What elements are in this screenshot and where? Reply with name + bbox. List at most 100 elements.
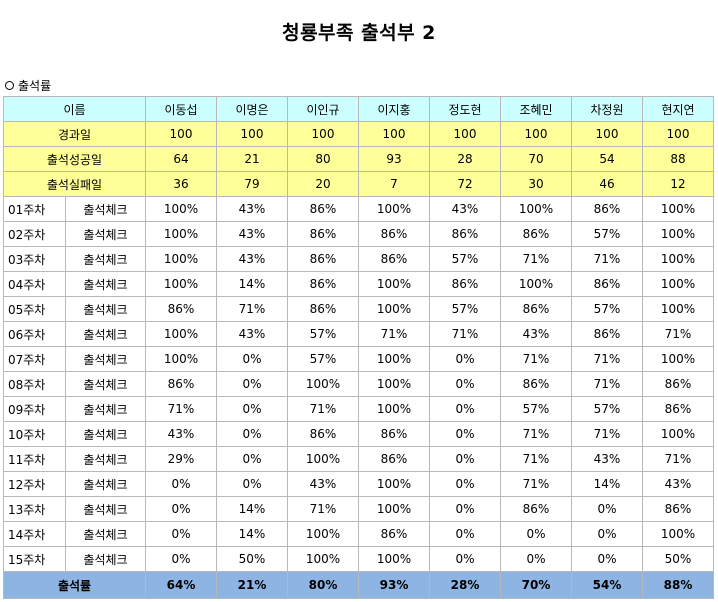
member-header: 차정원: [571, 96, 643, 122]
attendance-rate-cell: 86%: [571, 321, 643, 347]
member-header: 이인규: [287, 96, 359, 122]
member-header: 이동섭: [145, 96, 217, 122]
summary-value: 100: [145, 121, 217, 147]
summary-label: 경과일: [3, 121, 146, 147]
total-rate-cell: 80%: [287, 571, 359, 599]
attendance-rate-cell: 100%: [642, 246, 714, 272]
attendance-rate-cell: 86%: [287, 221, 359, 247]
member-header: 조혜민: [500, 96, 572, 122]
summary-value: 28: [429, 146, 501, 172]
attendance-rate-cell: 86%: [358, 421, 430, 447]
week-row: 09주차 출석체크 71% 0% 71% 100% 0% 57% 57% 86%: [3, 396, 714, 422]
attendance-rate-cell: 100%: [358, 471, 430, 497]
attendance-rate-cell: 100%: [145, 321, 217, 347]
check-label: 출석체크: [65, 271, 146, 297]
attendance-rate-cell: 100%: [642, 271, 714, 297]
week-label: 08주차: [3, 371, 66, 397]
check-label: 출석체크: [65, 321, 146, 347]
attendance-rate-cell: 86%: [429, 271, 501, 297]
attendance-rate-cell: 86%: [500, 296, 572, 322]
attendance-rate-cell: 57%: [500, 396, 572, 422]
attendance-rate-cell: 71%: [500, 446, 572, 472]
week-label: 14주차: [3, 521, 66, 547]
attendance-rate-cell: 71%: [500, 421, 572, 447]
attendance-rate-cell: 100%: [642, 521, 714, 547]
week-label: 12주차: [3, 471, 66, 497]
attendance-rate-cell: 71%: [571, 246, 643, 272]
summary-value: 64: [145, 146, 217, 172]
attendance-rate-cell: 57%: [571, 296, 643, 322]
summary-value: 79: [216, 171, 288, 197]
check-label: 출석체크: [65, 371, 146, 397]
week-label: 02주차: [3, 221, 66, 247]
attendance-rate-cell: 43%: [571, 446, 643, 472]
attendance-rate-cell: 86%: [642, 496, 714, 522]
attendance-rate-cell: 100%: [358, 196, 430, 222]
summary-row: 출석성공일 64 21 80 93 28 70 54 88: [3, 146, 714, 172]
attendance-rate-cell: 50%: [642, 546, 714, 572]
attendance-rate-cell: 0%: [429, 446, 501, 472]
attendance-rate-cell: 0%: [216, 371, 288, 397]
attendance-rate-cell: 0%: [500, 521, 572, 547]
attendance-rate-cell: 43%: [500, 321, 572, 347]
week-label: 01주차: [3, 196, 66, 222]
attendance-rate-cell: 86%: [287, 296, 359, 322]
summary-value: 36: [145, 171, 217, 197]
attendance-rate-cell: 100%: [145, 271, 217, 297]
check-label: 출석체크: [65, 296, 146, 322]
attendance-rate-cell: 86%: [358, 221, 430, 247]
week-row: 10주차 출석체크 43% 0% 86% 86% 0% 71% 71% 100%: [3, 421, 714, 447]
week-row: 14주차 출석체크 0% 14% 100% 86% 0% 0% 0% 100%: [3, 521, 714, 547]
summary-value: 100: [571, 121, 643, 147]
attendance-rate-cell: 71%: [571, 421, 643, 447]
attendance-rate-cell: 71%: [571, 346, 643, 372]
attendance-rate-cell: 43%: [145, 421, 217, 447]
summary-value: 30: [500, 171, 572, 197]
summary-value: 88: [642, 146, 714, 172]
check-label: 출석체크: [65, 471, 146, 497]
attendance-rate-cell: 100%: [642, 221, 714, 247]
attendance-rate-cell: 0%: [571, 521, 643, 547]
attendance-rate-cell: 29%: [145, 446, 217, 472]
attendance-rate-cell: 71%: [642, 321, 714, 347]
attendance-rate-cell: 71%: [429, 321, 501, 347]
attendance-rate-cell: 86%: [571, 196, 643, 222]
attendance-rate-cell: 0%: [429, 346, 501, 372]
attendance-rate-cell: 0%: [429, 396, 501, 422]
summary-value: 72: [429, 171, 501, 197]
attendance-rate-cell: 86%: [642, 371, 714, 397]
week-label: 10주차: [3, 421, 66, 447]
attendance-rate-cell: 100%: [287, 371, 359, 397]
total-rate-cell: 70%: [500, 571, 572, 599]
check-label: 출석체크: [65, 496, 146, 522]
total-rate-cell: 54%: [571, 571, 643, 599]
attendance-rate-cell: 86%: [358, 446, 430, 472]
summary-value: 100: [216, 121, 288, 147]
attendance-rate-cell: 43%: [216, 321, 288, 347]
total-rate-cell: 64%: [145, 571, 217, 599]
attendance-rate-cell: 0%: [216, 471, 288, 497]
attendance-rate-cell: 0%: [145, 496, 217, 522]
check-label: 출석체크: [65, 521, 146, 547]
attendance-rate-cell: 14%: [216, 271, 288, 297]
attendance-rate-cell: 14%: [216, 496, 288, 522]
week-label: 04주차: [3, 271, 66, 297]
attendance-rate-cell: 71%: [287, 396, 359, 422]
week-row: 13주차 출석체크 0% 14% 71% 100% 0% 86% 0% 86%: [3, 496, 714, 522]
summary-value: 100: [429, 121, 501, 147]
week-row: 11주차 출석체크 29% 0% 100% 86% 0% 71% 43% 71%: [3, 446, 714, 472]
check-label: 출석체크: [65, 446, 146, 472]
attendance-rate-cell: 0%: [145, 521, 217, 547]
section-heading: 출석률: [5, 77, 51, 94]
attendance-rate-cell: 86%: [500, 371, 572, 397]
summary-row: 출석실패일 36 79 20 7 72 30 46 12: [3, 171, 714, 197]
attendance-rate-cell: 0%: [429, 371, 501, 397]
attendance-rate-cell: 43%: [287, 471, 359, 497]
attendance-rate-cell: 100%: [500, 196, 572, 222]
check-label: 출석체크: [65, 196, 146, 222]
attendance-rate-cell: 14%: [216, 521, 288, 547]
summary-value: 100: [287, 121, 359, 147]
total-label: 출석률: [3, 571, 146, 599]
summary-value: 21: [216, 146, 288, 172]
summary-value: 7: [358, 171, 430, 197]
